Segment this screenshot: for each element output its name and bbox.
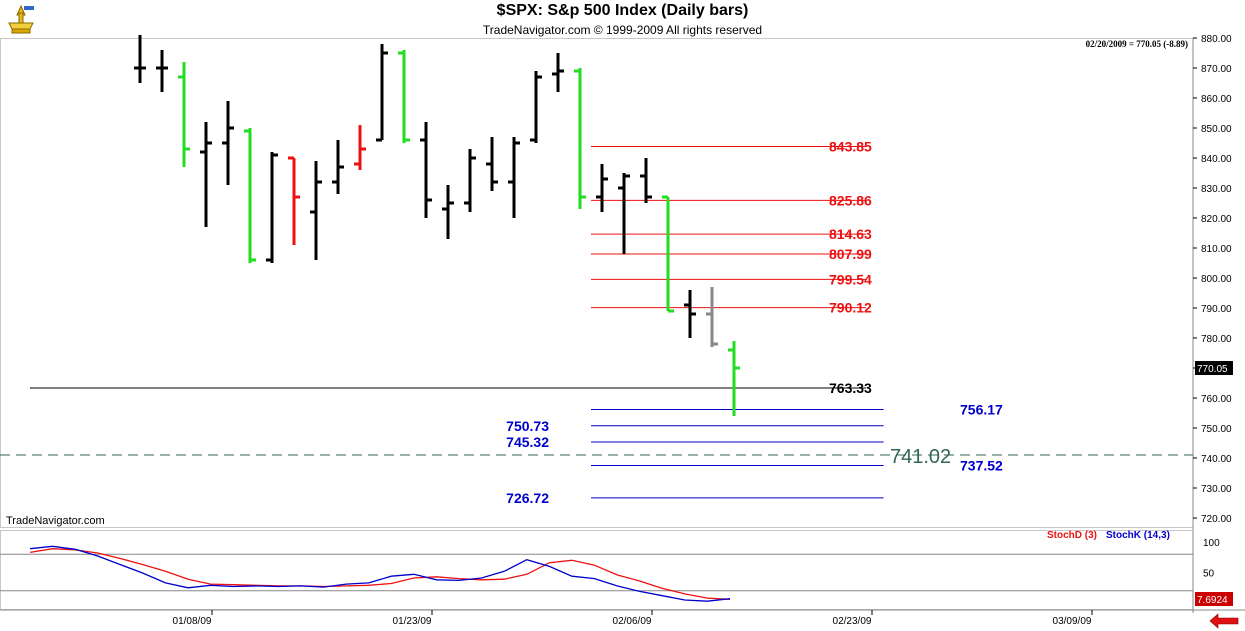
oscillator-panel-frame — [0, 530, 1194, 610]
level-label: 737.52 — [960, 457, 1003, 473]
time-axis-tick-label: 02/23/09 — [833, 616, 872, 627]
time-axis-tick-label: 01/23/09 — [393, 616, 432, 627]
price-axis-tick-label: 780.00 — [1201, 334, 1232, 345]
level-label: 790.12 — [829, 300, 872, 316]
level-label: 799.54 — [829, 271, 872, 287]
scroll-left-arrow-icon[interactable] — [1209, 613, 1239, 629]
level-label: 843.85 — [829, 138, 872, 154]
price-axis-tick-label: 720.00 — [1201, 514, 1232, 525]
price-axis-tick-label: 870.00 — [1201, 64, 1232, 75]
time-axis-tick-label: 03/09/09 — [1053, 616, 1092, 627]
last-quote-readout: 02/20/2009 = 770.05 (-8.89) — [1086, 39, 1188, 49]
level-label: 763.33 — [829, 380, 872, 396]
price-axis-tick-label: 800.00 — [1201, 274, 1232, 285]
chart-subtitle: TradeNavigator.com © 1999-2009 All right… — [482, 23, 763, 37]
level-label: 814.63 — [829, 226, 872, 242]
price-axis-tick-label: 860.00 — [1201, 94, 1232, 105]
level-label: 807.99 — [829, 246, 872, 262]
chart-title: $SPX: S&p 500 Index (Daily bars) — [496, 2, 749, 19]
time-axis-tick-label: 01/08/09 — [173, 616, 212, 627]
level-label: 726.72 — [506, 490, 549, 506]
price-axis-tick-label: 850.00 — [1201, 124, 1232, 135]
oscillator-last-label: 7.6924 — [1197, 595, 1228, 606]
oscillator-series-line — [29, 545, 731, 602]
level-label: 825.86 — [829, 192, 872, 208]
price-axis-tick-label: 880.00 — [1201, 34, 1232, 45]
trade-navigator-logo-icon — [4, 3, 38, 37]
price-axis-tick-label: 820.00 — [1201, 214, 1232, 225]
last-price-label: 770.05 — [1197, 364, 1228, 375]
level-label: 750.73 — [506, 418, 549, 434]
dashed-level-label: 741.02 — [890, 446, 951, 468]
price-panel-frame — [0, 38, 1194, 528]
legend-stochd: StochD (3) — [1047, 530, 1097, 541]
oscillator-last-marker — [1195, 592, 1233, 606]
oscillator-tick-label: 100 — [1203, 538, 1220, 549]
oscillator-tick-label: 50 — [1203, 569, 1215, 580]
price-axis-tick-label: 740.00 — [1201, 454, 1232, 465]
price-axis-tick-label: 830.00 — [1201, 184, 1232, 195]
oscillator-series-line — [29, 548, 731, 600]
watermark-text: TradeNavigator.com — [6, 515, 105, 527]
level-label: 745.32 — [506, 434, 549, 450]
time-axis-tick-label: 02/06/09 — [613, 616, 652, 627]
level-label: 756.17 — [960, 401, 1003, 417]
price-axis-tick-label: 760.00 — [1201, 394, 1232, 405]
price-axis-tick-label: 730.00 — [1201, 484, 1232, 495]
price-axis-tick-label: 840.00 — [1201, 154, 1232, 165]
legend-stochk: StochK (14,3) — [1106, 530, 1170, 541]
last-price-marker — [1195, 361, 1233, 375]
price-axis-tick-label: 750.00 — [1201, 424, 1232, 435]
price-axis-tick-label: 790.00 — [1201, 304, 1232, 315]
price-axis-tick-label: 810.00 — [1201, 244, 1232, 255]
